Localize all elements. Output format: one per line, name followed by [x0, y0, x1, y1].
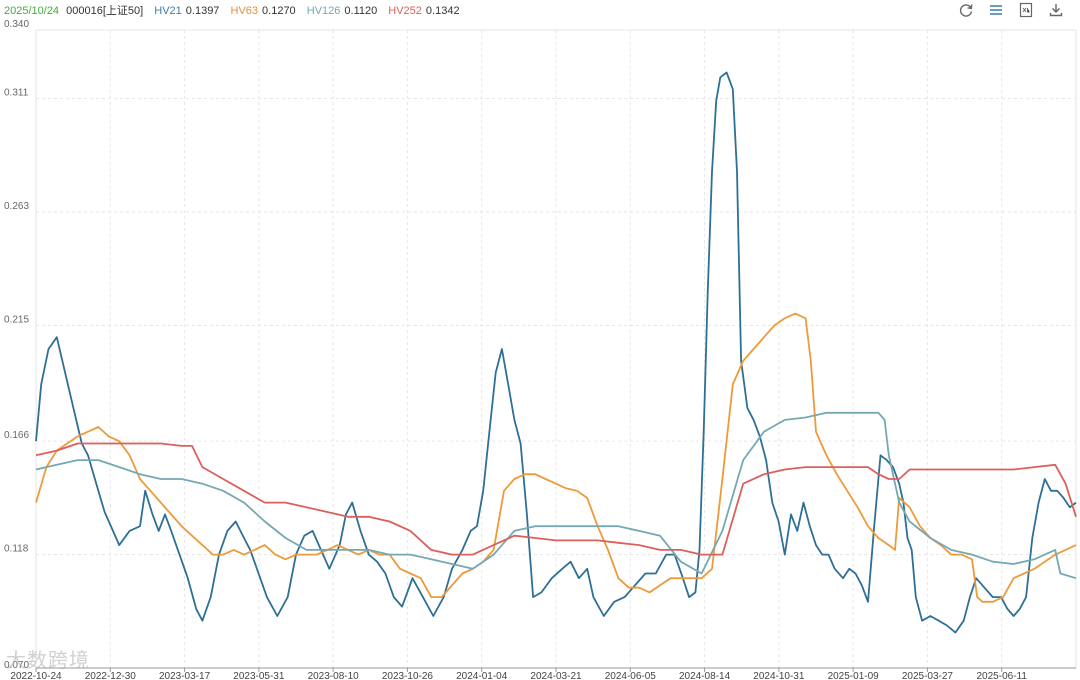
download-icon[interactable] — [1048, 2, 1064, 18]
legend-hv126-value: 0.1120 — [344, 5, 378, 17]
y-tick-label: 0.166 — [4, 430, 29, 441]
x-tick-label: 2025-01-09 — [828, 671, 880, 680]
series-line-hv126[interactable] — [35, 411, 1077, 580]
x-tick-label: 2024-01-04 — [456, 671, 508, 680]
x-tick-label: 2024-08-14 — [679, 671, 731, 680]
series-line-hv252[interactable] — [35, 442, 1077, 556]
x-tick-label: 2022-10-24 — [10, 671, 62, 680]
y-tick-label: 0.118 — [4, 544, 29, 555]
export-excel-icon[interactable] — [1018, 2, 1034, 18]
x-tick-label: 2024-10-31 — [753, 671, 805, 680]
series-line-hv63[interactable] — [35, 312, 1077, 603]
chart-legend-header: 2025/10/24 000016[上证50] HV21 0.1397 HV63 0… — [4, 3, 464, 19]
legend-hv63-label[interactable]: HV63 — [230, 5, 259, 17]
x-tick-label: 2024-06-05 — [605, 671, 657, 680]
legend-hv63-value: 0.1270 — [262, 5, 296, 17]
watermark: 大数跨境 — [6, 648, 90, 672]
x-tick-label: 2025-06-11 — [977, 671, 1028, 680]
y-tick-label: 0.070 — [4, 660, 29, 671]
header-symbol: 000016[上证50] — [66, 5, 144, 17]
legend-hv21-value: 0.1397 — [185, 5, 220, 17]
x-tick-label: 2023-05-31 — [233, 671, 285, 680]
y-tick-label: 0.340 — [4, 19, 29, 30]
chart-toolbox — [958, 2, 1064, 18]
x-tick-label: 2023-03-17 — [159, 671, 211, 680]
legend-hv252-label[interactable]: HV252 — [388, 5, 422, 17]
refresh-icon[interactable] — [958, 2, 974, 18]
x-tick-label: 2023-08-10 — [308, 671, 360, 680]
legend-hv21-label[interactable]: HV21 — [154, 5, 182, 17]
x-tick-label: 2023-10-26 — [382, 671, 434, 680]
x-tick-label: 2024-03-21 — [530, 671, 582, 680]
y-tick-label: 0.263 — [4, 201, 29, 212]
x-tick-label: 2025-03-27 — [902, 671, 954, 680]
x-tick-label: 2022-12-30 — [85, 671, 137, 680]
series-line-hv21[interactable] — [35, 71, 1077, 634]
legend-hv126-label[interactable]: HV126 — [306, 5, 341, 17]
y-tick-label: 0.311 — [4, 88, 29, 99]
legend-hv252-value: 0.1342 — [425, 5, 460, 17]
data-view-icon[interactable] — [988, 2, 1004, 18]
y-tick-label: 0.215 — [4, 314, 29, 325]
header-date: 2025/10/24 — [4, 5, 60, 17]
